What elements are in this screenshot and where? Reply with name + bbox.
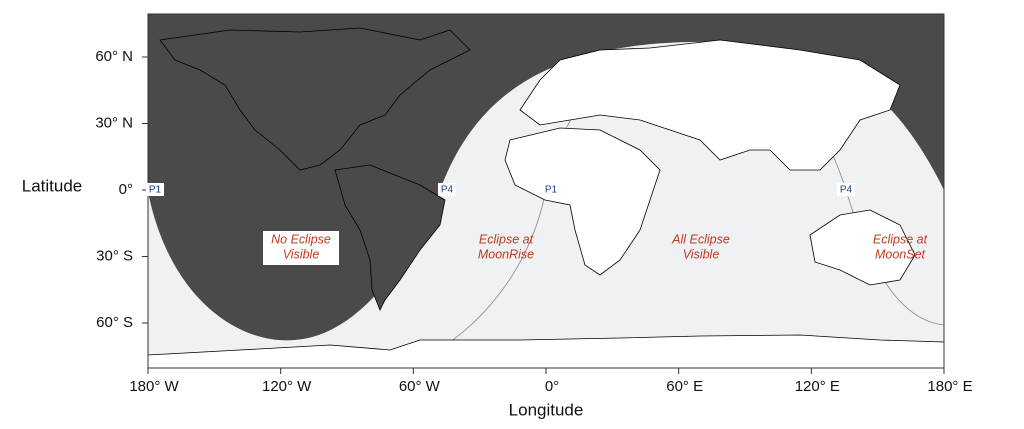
y-tick-label: 30° S [96, 247, 133, 264]
x-tick-label: 120° E [795, 378, 840, 395]
x-tick-label: 0° [545, 378, 559, 395]
eurasia [519, 39, 901, 171]
region-label: No Eclipse [271, 232, 331, 246]
y-tick-label: 0° [119, 181, 133, 198]
x-tick-label: 120° W [262, 378, 312, 395]
contact-marker: P1 [149, 185, 162, 196]
antarctica [147, 334, 945, 369]
x-tick-label: 180° E [927, 378, 972, 395]
x-tick-label: 180° W [129, 378, 179, 395]
marker-box [837, 183, 855, 196]
region-label: MoonSet [875, 247, 926, 261]
y-tick-label: 60° S [96, 314, 133, 331]
y-axis-title: Latitude [22, 176, 83, 195]
contact-marker: P4 [840, 185, 853, 196]
map-area [147, 13, 945, 369]
x-tick-label: 60° E [666, 378, 703, 395]
region-label: All Eclipse [671, 232, 730, 246]
x-tick-label: 60° W [399, 378, 441, 395]
marker-box [146, 183, 164, 196]
region-label: Eclipse at [479, 232, 534, 246]
north-america [159, 27, 471, 171]
africa [504, 127, 661, 276]
region-label: Eclipse at [873, 232, 928, 246]
marker-box [542, 183, 560, 196]
region-label: Visible [283, 247, 320, 261]
x-axis-title: Longitude [509, 400, 584, 419]
y-tick-label: 30° N [95, 114, 133, 131]
south-america [334, 164, 446, 311]
contact-marker: P1 [545, 185, 558, 196]
marker-box [438, 183, 456, 196]
label-box [263, 231, 339, 265]
region-label: Visible [683, 247, 720, 261]
contact-marker: P4 [441, 185, 454, 196]
region-label: MoonRise [478, 247, 534, 261]
australia [809, 209, 916, 286]
y-tick-label: 60° N [95, 48, 133, 65]
